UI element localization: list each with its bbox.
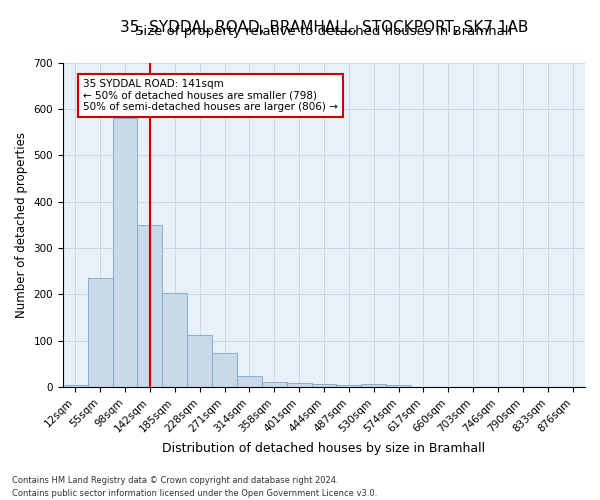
Bar (337, 385, 361, 387)
X-axis label: Distribution of detached houses by size in Bramhall: Distribution of detached houses by size … (163, 442, 485, 455)
Bar (137, 225, 163, 387)
Text: Contains HM Land Registry data © Crown copyright and database right 2024.: Contains HM Land Registry data © Crown c… (12, 476, 338, 485)
Bar (386, 385, 411, 387)
Bar (187, 334, 212, 387)
Bar (287, 384, 311, 387)
Bar (237, 376, 262, 387)
Bar (311, 384, 337, 387)
Bar (163, 293, 187, 387)
Text: 35 SYDDAL ROAD: 141sqm
← 50% of detached houses are smaller (798)
50% of semi-de: 35 SYDDAL ROAD: 141sqm ← 50% of detached… (83, 79, 338, 112)
Text: 35, SYDDAL ROAD, BRAMHALL, STOCKPORT, SK7 1AB: 35, SYDDAL ROAD, BRAMHALL, STOCKPORT, SK… (120, 20, 528, 35)
Bar (113, 118, 137, 387)
Bar (212, 354, 237, 387)
Bar (88, 278, 113, 387)
Bar (361, 384, 386, 387)
Bar (63, 385, 88, 387)
Text: Contains public sector information licensed under the Open Government Licence v3: Contains public sector information licen… (12, 488, 377, 498)
Title: Size of property relative to detached houses in Bramhall: Size of property relative to detached ho… (136, 25, 512, 38)
Bar (262, 382, 287, 387)
Y-axis label: Number of detached properties: Number of detached properties (15, 132, 28, 318)
